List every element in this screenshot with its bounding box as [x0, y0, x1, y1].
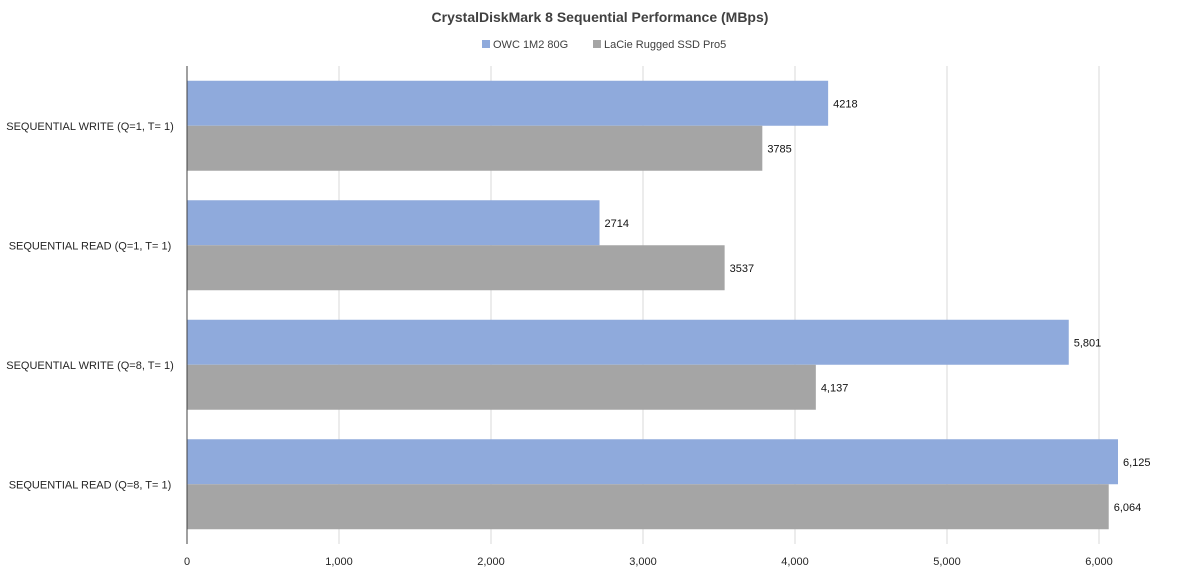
bar-owc [187, 319, 1069, 365]
data-label: 4,137 [821, 382, 849, 394]
x-tick-label: 1,000 [325, 556, 353, 568]
data-label: 5,801 [1074, 337, 1102, 349]
x-tick-label: 2,000 [477, 556, 505, 568]
data-label: 3537 [730, 263, 754, 275]
category-label: SEQUENTIAL WRITE (Q=8, T= 1) [6, 360, 173, 372]
data-labels: 4218 3785 2714 3537 5,801 4,137 6,125 6,064 [605, 98, 1151, 514]
data-label: 6,064 [1114, 502, 1142, 514]
x-tick-label: 4,000 [781, 556, 809, 568]
data-label: 3785 [767, 143, 791, 155]
chart-title: CrystalDiskMark 8 Sequential Performance… [432, 9, 769, 25]
legend-swatch-owc [482, 40, 490, 48]
category-labels: SEQUENTIAL WRITE (Q=1, T= 1) SEQUENTIAL R… [6, 121, 173, 492]
x-axis-ticks: 0 1,000 2,000 3,000 4,000 5,000 6,000 [184, 556, 1113, 568]
x-tick-label: 0 [184, 556, 190, 568]
category-label: SEQUENTIAL READ (Q=8, T= 1) [9, 479, 172, 491]
data-label: 4218 [833, 98, 857, 110]
data-label: 6,125 [1123, 457, 1151, 469]
bar-lacie [187, 484, 1109, 530]
bar-owc [187, 80, 829, 126]
bar-lacie [187, 364, 816, 410]
x-tick-label: 3,000 [629, 556, 657, 568]
category-label: SEQUENTIAL READ (Q=1, T= 1) [9, 240, 172, 252]
bar-owc [187, 200, 600, 246]
legend-label-owc: OWC 1M2 80G [493, 39, 568, 51]
legend: OWC 1M2 80G LaCie Rugged SSD Pro5 [482, 39, 726, 51]
legend-swatch-lacie [593, 40, 601, 48]
bar-lacie [187, 125, 763, 171]
bar-lacie [187, 245, 725, 291]
bars [187, 80, 1118, 530]
x-tick-label: 6,000 [1085, 556, 1113, 568]
bar-owc [187, 439, 1118, 485]
x-tick-label: 5,000 [933, 556, 961, 568]
category-label: SEQUENTIAL WRITE (Q=1, T= 1) [6, 121, 173, 133]
data-label: 2714 [605, 218, 629, 230]
legend-label-lacie: LaCie Rugged SSD Pro5 [604, 39, 726, 51]
